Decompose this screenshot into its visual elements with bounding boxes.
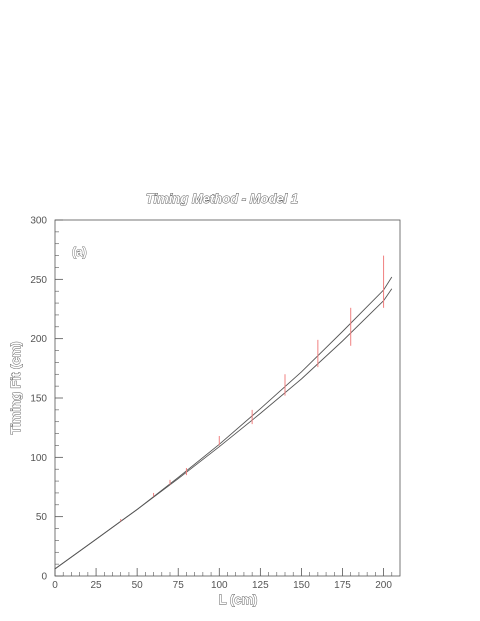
fit-curve-1 [54, 276, 393, 570]
y-tick-label-2: 100 [30, 453, 47, 464]
x-tick-label-1: 25 [91, 580, 103, 591]
x-tick-label-7: 175 [334, 580, 351, 591]
x-tick-label-3: 75 [173, 580, 185, 591]
y-tick-label-4: 200 [30, 334, 47, 345]
x-axis: 0 25 50 75 100 125 150 175 200 [52, 568, 392, 591]
error-bars [120, 255, 385, 522]
fit-curve-2 [54, 288, 393, 570]
plot-frame [54, 219, 401, 577]
panel-annotation: (a) [72, 245, 87, 259]
y-axis-label: Timing Fit (cm) [8, 342, 23, 435]
fit-curves [54, 276, 393, 570]
y-axis: 0 50 100 150 200 250 300 [30, 216, 63, 583]
x-tick-label-8: 200 [375, 580, 392, 591]
x-tick-label-0: 0 [52, 580, 58, 591]
y-tick-label-0: 0 [41, 572, 47, 583]
x-axis-label: L (cm) [219, 592, 258, 607]
y-tick-label-6: 300 [30, 216, 47, 227]
y-tick-label-5: 250 [30, 275, 47, 286]
x-tick-label-4: 100 [211, 580, 228, 591]
x-tick-label-6: 150 [293, 580, 310, 591]
x-tick-label-5: 125 [252, 580, 269, 591]
y-tick-label-3: 150 [30, 394, 47, 405]
chart-title: Timing Method - Model 1 [146, 191, 298, 206]
y-tick-label-1: 50 [36, 512, 48, 523]
x-tick-label-2: 50 [132, 580, 144, 591]
